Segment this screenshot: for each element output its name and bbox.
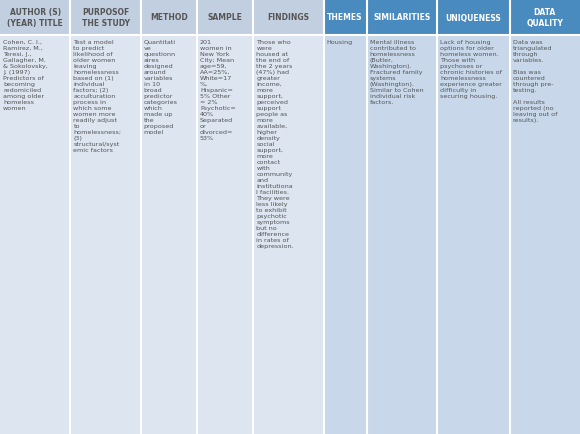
Bar: [197, 0, 253, 36]
Bar: [367, 0, 437, 36]
Text: DATA
QUALITY: DATA QUALITY: [527, 8, 563, 28]
Text: Lack of housing
options for older
homeless women.
Those with
psychoses or
chroni: Lack of housing options for older homele…: [440, 40, 502, 99]
Bar: [0, 0, 70, 36]
Bar: [197, 36, 253, 434]
Bar: [367, 36, 437, 434]
Text: UNIQUENESS: UNIQUENESS: [445, 13, 501, 23]
Text: AUTHOR (S)
(YEAR) TITLE: AUTHOR (S) (YEAR) TITLE: [8, 8, 63, 28]
Text: Housing: Housing: [327, 40, 353, 45]
Text: Those who
were
housed at
the end of
the 2 years
(47%) had
greater
income,
more
s: Those who were housed at the end of the …: [256, 40, 294, 248]
Bar: [324, 36, 367, 434]
Text: METHOD: METHOD: [150, 13, 188, 23]
Bar: [141, 36, 197, 434]
Text: SAMPLE: SAMPLE: [208, 13, 242, 23]
Text: Quantitati
ve
questionn
aires
designed
around
variables
in 10
broad
predictor
ca: Quantitati ve questionn aires designed a…: [144, 40, 177, 135]
Bar: [437, 36, 510, 434]
Bar: [253, 0, 324, 36]
Text: Mental illness
contributed to
homelessness
(Butler,
Washington).
Fractured famil: Mental illness contributed to homelessne…: [369, 40, 423, 105]
Text: Cohen, C. I.,
Ramirez, M.,
Teresi, J.,
Gallagher, M.
& Sokolovsky,
J. (1997)
Pre: Cohen, C. I., Ramirez, M., Teresi, J., G…: [3, 40, 48, 111]
Text: PURPOSOF
THE STUDY: PURPOSOF THE STUDY: [82, 8, 129, 28]
Bar: [437, 0, 510, 36]
Text: FINDINGS: FINDINGS: [267, 13, 310, 23]
Text: THEMES: THEMES: [327, 13, 363, 23]
Text: 201
women in
New York
City; Mean
age=59,
AA=25%,
White=17
%,
Hispanic=
5% Other
: 201 women in New York City; Mean age=59,…: [200, 40, 235, 141]
Bar: [70, 0, 141, 36]
Bar: [70, 36, 141, 434]
Bar: [510, 0, 580, 36]
Bar: [510, 36, 580, 434]
Bar: [253, 36, 324, 434]
Text: SIMILARITIES: SIMILARITIES: [373, 13, 430, 23]
Bar: [324, 0, 367, 36]
Bar: [141, 0, 197, 36]
Text: Data was
triangulated
through
variables.

Bias was
countered
through pre-
testin: Data was triangulated through variables.…: [513, 40, 557, 123]
Text: Test a model
to predict
likelihood of
older women
leaving
homelessness
based on : Test a model to predict likelihood of ol…: [73, 40, 121, 153]
Bar: [0, 36, 70, 434]
